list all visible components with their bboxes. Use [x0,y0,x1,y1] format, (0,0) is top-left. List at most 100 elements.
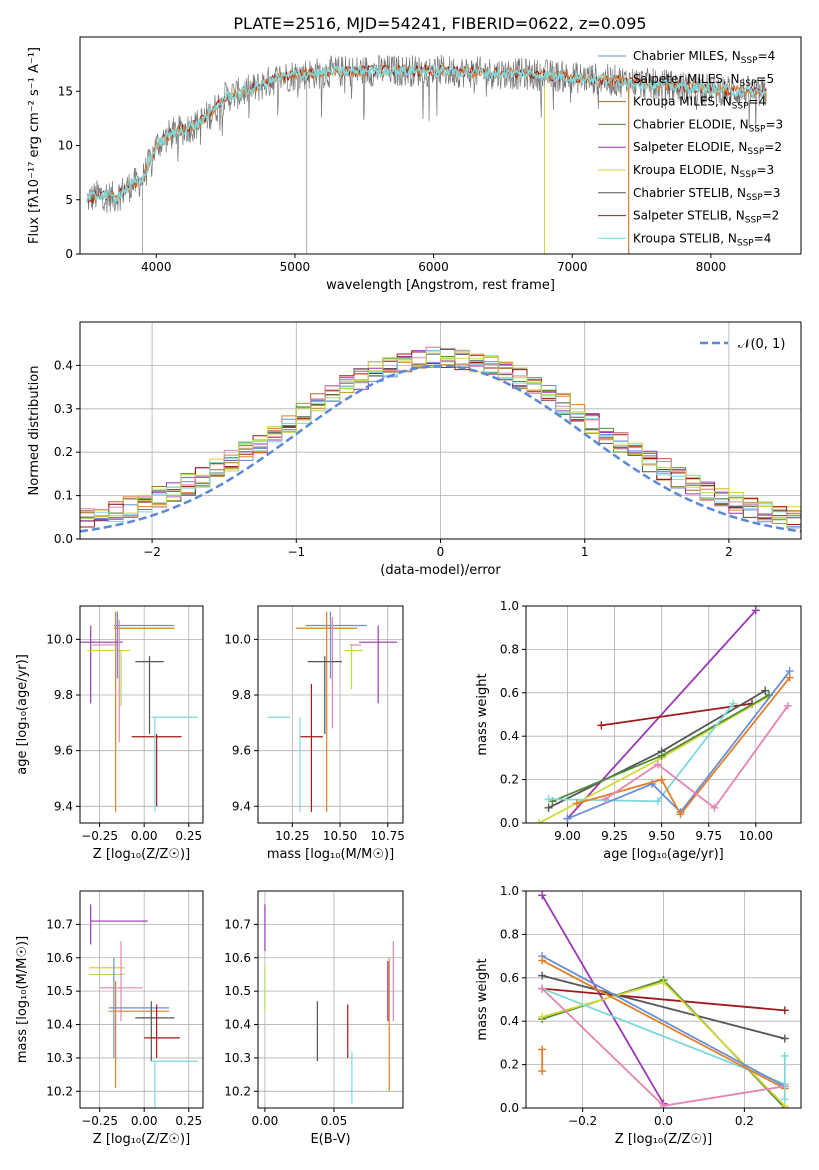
axes-age_vs_mass: 10.25 10.50 10.75 9.4 9.6 9.8 10.0 mass [log₁₀(… [224,605,405,862]
y-tick-label: 10.0 [46,632,73,646]
y-tick-label: 0.8 [500,927,519,941]
x-tick-label: −0.25 [81,1114,118,1128]
x-tick-label: 10.25 [275,829,309,843]
normal-curve [80,364,801,533]
legend-subscript: SSP [732,102,749,112]
x-tick-label: 0.05 [321,1114,348,1128]
y-tick-label: 9.8 [54,688,73,702]
x-tick-label: −1 [287,545,305,559]
x-tick-label: 2 [725,545,733,559]
y-tick-label: 0.2 [500,1058,519,1072]
x-tick-label: 0.0 [654,1114,673,1128]
legend-subscript: SSP [745,216,762,226]
y-tick-label: 10.3 [46,1051,73,1065]
x-tick-label: 9.25 [601,829,628,843]
axes-frame [79,890,204,1109]
y-tick-label: 10 [58,139,73,153]
legend-subscript: SSP [740,170,757,180]
legend-entry: Salpeter STELIB, NSSP=2 [633,209,779,226]
x-axis-label: Z [log₁₀(Z/Z☉)] [93,1132,190,1147]
y-axis-label: mass weight [475,958,490,1040]
y-axis-label: age [log₁₀(age/yr)] [15,654,30,775]
errorbars [88,904,198,1108]
x-tick-label: −2 [143,545,161,559]
series-line [548,703,734,803]
legend-entry: Salpeter ELODIE, NSSP=2 [633,140,782,157]
y-tick-label: 0.6 [500,971,519,985]
y-tick-label: 10.7 [224,917,251,931]
axes-frame [79,36,802,255]
axes-frame [79,321,802,540]
histograms [80,346,801,533]
legend-value: =3 [763,186,781,200]
y-axis-label: Normed distribution [27,366,42,496]
axes-spectrum: 4000 5000 6000 7000 8000 0 5 10 15 wavelength [An… [27,36,802,293]
legend-value: =4 [754,231,772,245]
histogram-series [80,349,801,521]
series-line [542,987,785,1012]
x-tick-label: 9.50 [648,829,675,843]
x-axis-label: Z [log₁₀(Z/Z☉)] [93,847,190,862]
x-tick-label: 0.00 [131,1114,158,1128]
errorbars [267,611,398,812]
legend-entry: Kroupa ELODIE, NSSP=3 [633,163,774,180]
series-line [604,705,789,810]
y-tick-label: 0.0 [54,532,73,546]
legend-value: =4 [758,49,776,63]
y-tick-label: 0 [65,247,73,261]
y-tick-label: 0.0 [500,1101,519,1115]
x-tick-label: 10.50 [323,829,357,843]
x-axis-label: (data-model)/error [380,563,501,578]
y-tick-label: 0.2 [54,445,73,459]
y-tick-label: 10.4 [224,1018,251,1032]
x-tick-label: 0.00 [252,1114,279,1128]
x-tick-label: 0.2 [735,1114,754,1128]
y-tick-label: 5 [65,193,73,207]
x-tick-label: 0.00 [131,829,158,843]
legend-subscript: SSP [741,56,758,66]
legend-entry: Salpeter MILES, NSSP=5 [633,72,774,89]
legend-value: =2 [762,209,780,223]
legend: Chabrier MILES, NSSP=4 Salpeter MILES, NS… [598,49,783,248]
x-tick-label: 4000 [141,260,172,274]
x-tick-label: 9.75 [695,829,722,843]
y-tick-label: 0.2 [500,773,519,787]
y-tick-label: 9.6 [232,744,251,758]
y-tick-label: 9.4 [54,799,73,813]
x-tick-label: 7000 [557,260,588,274]
legend-subscript: SSP [737,238,754,248]
legend-subscript: SSP [746,193,763,203]
legend-subscript: SSP [747,147,764,157]
y-tick-label: 10.5 [46,984,73,998]
axes-frame [257,890,404,1109]
y-tick-label: 0.6 [500,686,519,700]
legend-value: =3 [756,163,774,177]
x-tick-label: 8000 [696,260,727,274]
y-tick-label: 9.8 [232,688,251,702]
series-line [566,609,757,820]
legend-value: =4 [749,95,767,109]
series-line [541,959,786,1090]
model-spectrum [86,63,767,205]
y-tick-label: 9.4 [232,799,251,813]
y-tick-label: 0.4 [500,1014,519,1028]
axes-mass_vs_ebv: 0.00 0.05 10.2 10.3 10.4 10.5 10.6 10.7 E(B-V) [224,890,404,1147]
y-tick-label: 10.3 [224,1051,251,1065]
series-line [567,670,791,820]
legend-subscript: SSP [749,124,766,134]
legend-entry: Kroupa STELIB, NSSP=4 [633,231,771,248]
y-tick-label: 0.3 [54,402,73,416]
axes-mass_weight_vs_age: 9.00 9.25 9.50 9.75 10.00 0.0 0.2 0.4 0.6 0.8 1.0 a… [475,599,802,862]
legend-value: =3 [765,117,783,131]
legend-value: =2 [764,140,782,154]
legend-entry: 𝒩(0, 1) [738,337,785,352]
x-tick-label: 0 [437,545,445,559]
series-line [541,974,786,1040]
legend-entry: Chabrier ELODIE, NSSP=3 [633,117,783,134]
x-tick-label: 1 [581,545,589,559]
y-tick-label: 10.6 [46,951,73,965]
axes-frame [79,605,204,824]
legend-entry: Chabrier MILES, NSSP=4 [633,49,775,66]
